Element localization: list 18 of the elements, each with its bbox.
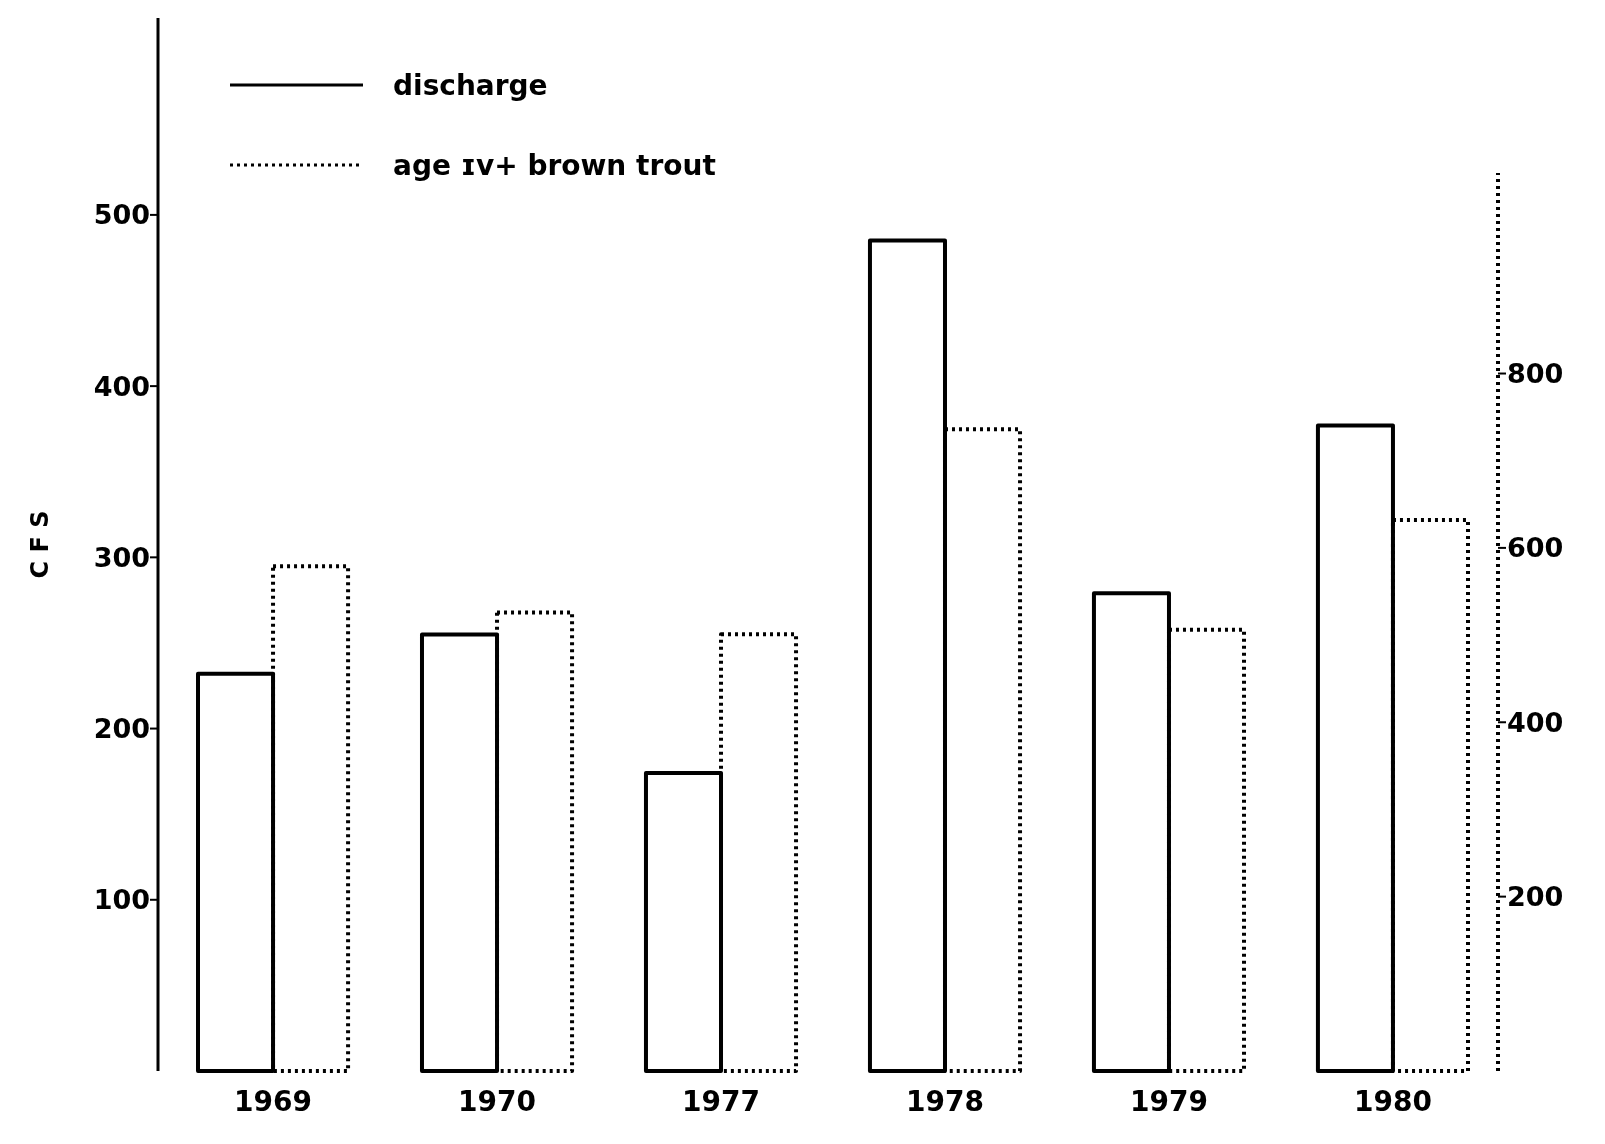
x-tick-label: 1969 [234,1085,312,1118]
y-tick-label: 300 [93,541,150,573]
y-tick-label: 400 [93,370,150,402]
legend-label: age ɪv+ brown trout [393,148,716,182]
y-tick-label: 200 [93,713,150,745]
y2-tick-label: 200 [1507,881,1564,913]
y-axis-title: C F S [26,510,54,579]
y2-tick-label: 600 [1507,532,1564,564]
y-tick-label: 500 [93,199,150,231]
x-tick-label: 1979 [1130,1085,1208,1118]
y2-tick-label: 400 [1507,706,1564,738]
y-tick-label: 100 [93,884,150,916]
legend-label: discharge [393,68,548,102]
x-tick-label: 1977 [682,1085,760,1118]
y2-tick-label: 800 [1507,358,1564,390]
x-tick-label: 1970 [458,1085,536,1118]
x-tick-label: 1978 [906,1085,984,1118]
x-tick-label: 1980 [1354,1085,1432,1118]
